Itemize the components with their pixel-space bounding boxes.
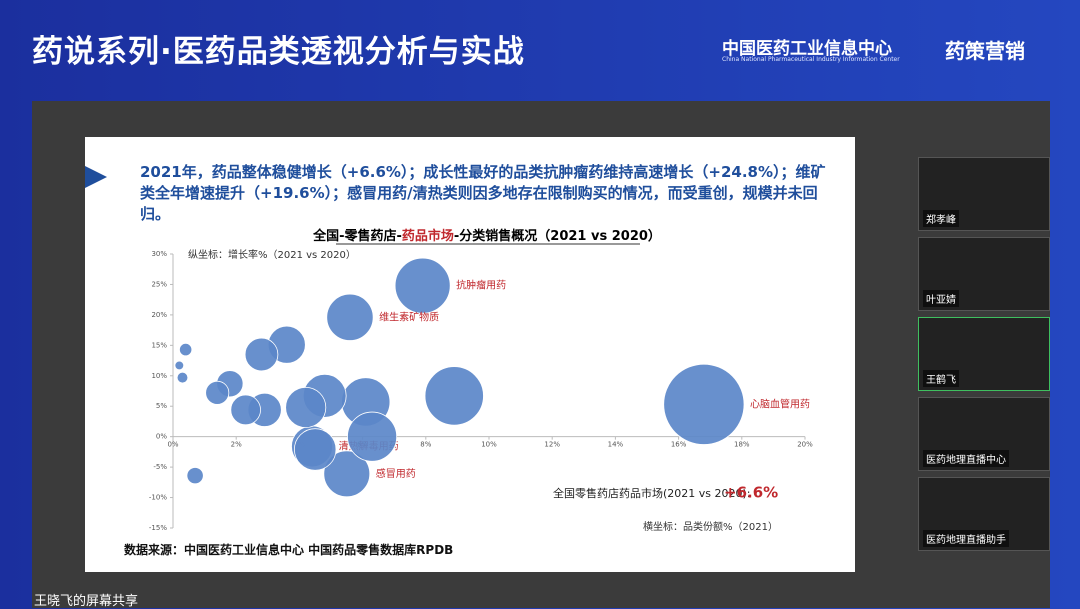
bubble xyxy=(326,293,374,341)
x-tick-label: 10% xyxy=(481,441,497,449)
x-tick-label: 12% xyxy=(544,441,560,449)
participant-name: 叶亚婧 xyxy=(923,290,959,307)
y-tick-label: -15% xyxy=(149,524,167,532)
org-name-en: China National Pharmaceutical Industry I… xyxy=(722,56,900,63)
bubble-label: 感冒用药 xyxy=(376,467,416,480)
bubble xyxy=(244,337,279,372)
y-tick-label: 10% xyxy=(151,372,167,380)
y-tick-label: 25% xyxy=(151,280,167,288)
bubble xyxy=(186,467,204,485)
bubble-label: 心脑血管用药 xyxy=(750,397,810,410)
participant[interactable]: 郑孝峰 xyxy=(918,157,1050,231)
x-tick-label: 8% xyxy=(420,441,431,449)
brand: 药策营销 xyxy=(945,39,1025,63)
chart-title: 全国-零售药店-药品市场-分类销售概况（2021 vs 2020） xyxy=(312,228,661,244)
participant-name: 郑孝峰 xyxy=(923,210,959,227)
x-tick-label: 20% xyxy=(797,441,813,449)
bubble xyxy=(394,257,451,314)
y-tick-label: 30% xyxy=(151,250,167,258)
org-name: 中国医药工业信息中心 xyxy=(722,39,892,59)
x-tick-label: 16% xyxy=(671,441,687,449)
bubble xyxy=(663,363,745,445)
bubble-label: 维生素矿物质 xyxy=(379,310,439,323)
chart-title-part: 药品市场 xyxy=(402,228,454,244)
bubble xyxy=(205,380,230,405)
bubble xyxy=(174,360,185,371)
arrow xyxy=(85,166,107,188)
slide xyxy=(85,137,855,572)
bubble xyxy=(176,371,189,384)
y-tick-label: -10% xyxy=(149,494,167,502)
y-tick-label: 5% xyxy=(156,402,167,410)
x-tick-label: 2% xyxy=(231,441,242,449)
header-title: 药说系列·医药品类透视分析与实战 xyxy=(32,34,525,70)
participant[interactable]: 医药地理直播助手 xyxy=(918,477,1050,551)
y-tick-label: -5% xyxy=(153,463,167,471)
y-axis-label: 纵坐标：增长率%（2021 vs 2020） xyxy=(188,248,356,261)
x-tick-label: 0% xyxy=(167,441,178,449)
chart-title-part: 全国-零售药店- xyxy=(312,228,402,244)
bubble xyxy=(347,411,398,462)
bubble xyxy=(424,366,484,426)
annotation-value: +6.6% xyxy=(724,484,778,502)
x-tick-label: 18% xyxy=(734,441,750,449)
bubble-label: 抗肿瘤用药 xyxy=(456,279,506,292)
participant[interactable]: 医药地理直播中心 xyxy=(918,397,1050,471)
participant[interactable]: 叶亚婧 xyxy=(918,237,1050,311)
participant-name: 王鹤飞 xyxy=(923,370,959,387)
share-label: 王晓飞的屏幕共享 xyxy=(34,594,139,609)
x-axis-label: 横坐标：品类份额%（2021） xyxy=(643,520,778,533)
y-tick-label: 15% xyxy=(151,341,167,349)
annotation: 全国零售药店药品市场(2021 vs 2020): xyxy=(553,486,751,500)
y-tick-label: 0% xyxy=(156,433,167,441)
x-tick-label: 14% xyxy=(608,441,624,449)
data-source: 数据来源：中国医药工业信息中心 中国药品零售数据库RPDB xyxy=(124,543,454,557)
bubble xyxy=(285,386,327,428)
participant-name: 医药地理直播助手 xyxy=(923,530,1009,547)
chart-title-part: -分类销售概况（2021 vs 2020） xyxy=(454,228,661,244)
participant[interactable]: 王鹤飞 xyxy=(918,317,1050,391)
participant-name: 医药地理直播中心 xyxy=(923,450,1009,467)
bubble xyxy=(323,450,371,498)
bubble xyxy=(294,428,337,471)
bubble xyxy=(179,342,193,357)
y-tick-label: 20% xyxy=(151,311,167,319)
bubble xyxy=(230,394,261,426)
slide-summary: 2021年，药品整体稳健增长（+6.6%）；成长性最好的品类抗肿瘤药维持高速增长… xyxy=(140,163,826,223)
